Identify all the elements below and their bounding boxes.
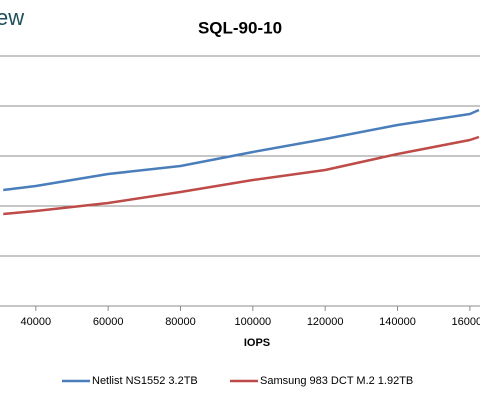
legend-label: Samsung 983 DCT M.2 1.92TB <box>260 375 413 387</box>
chart-title: SQL-90-10 <box>198 18 282 37</box>
x-tick-label: 60000 <box>93 316 124 328</box>
x-tick-label: 80000 <box>165 316 196 328</box>
legend-label: Netlist NS1552 3.2TB <box>92 375 198 387</box>
x-tick-label: 120000 <box>307 316 344 328</box>
x-tick-label: 160000 <box>452 316 480 328</box>
x-tick-label: 100000 <box>234 316 271 328</box>
series-line <box>3 108 480 192</box>
series-line <box>3 135 480 216</box>
x-axis-label: IOPS <box>244 337 270 349</box>
logo: ew <box>0 5 24 30</box>
x-tick-label: 140000 <box>379 316 416 328</box>
x-tick-label: 40000 <box>21 316 52 328</box>
